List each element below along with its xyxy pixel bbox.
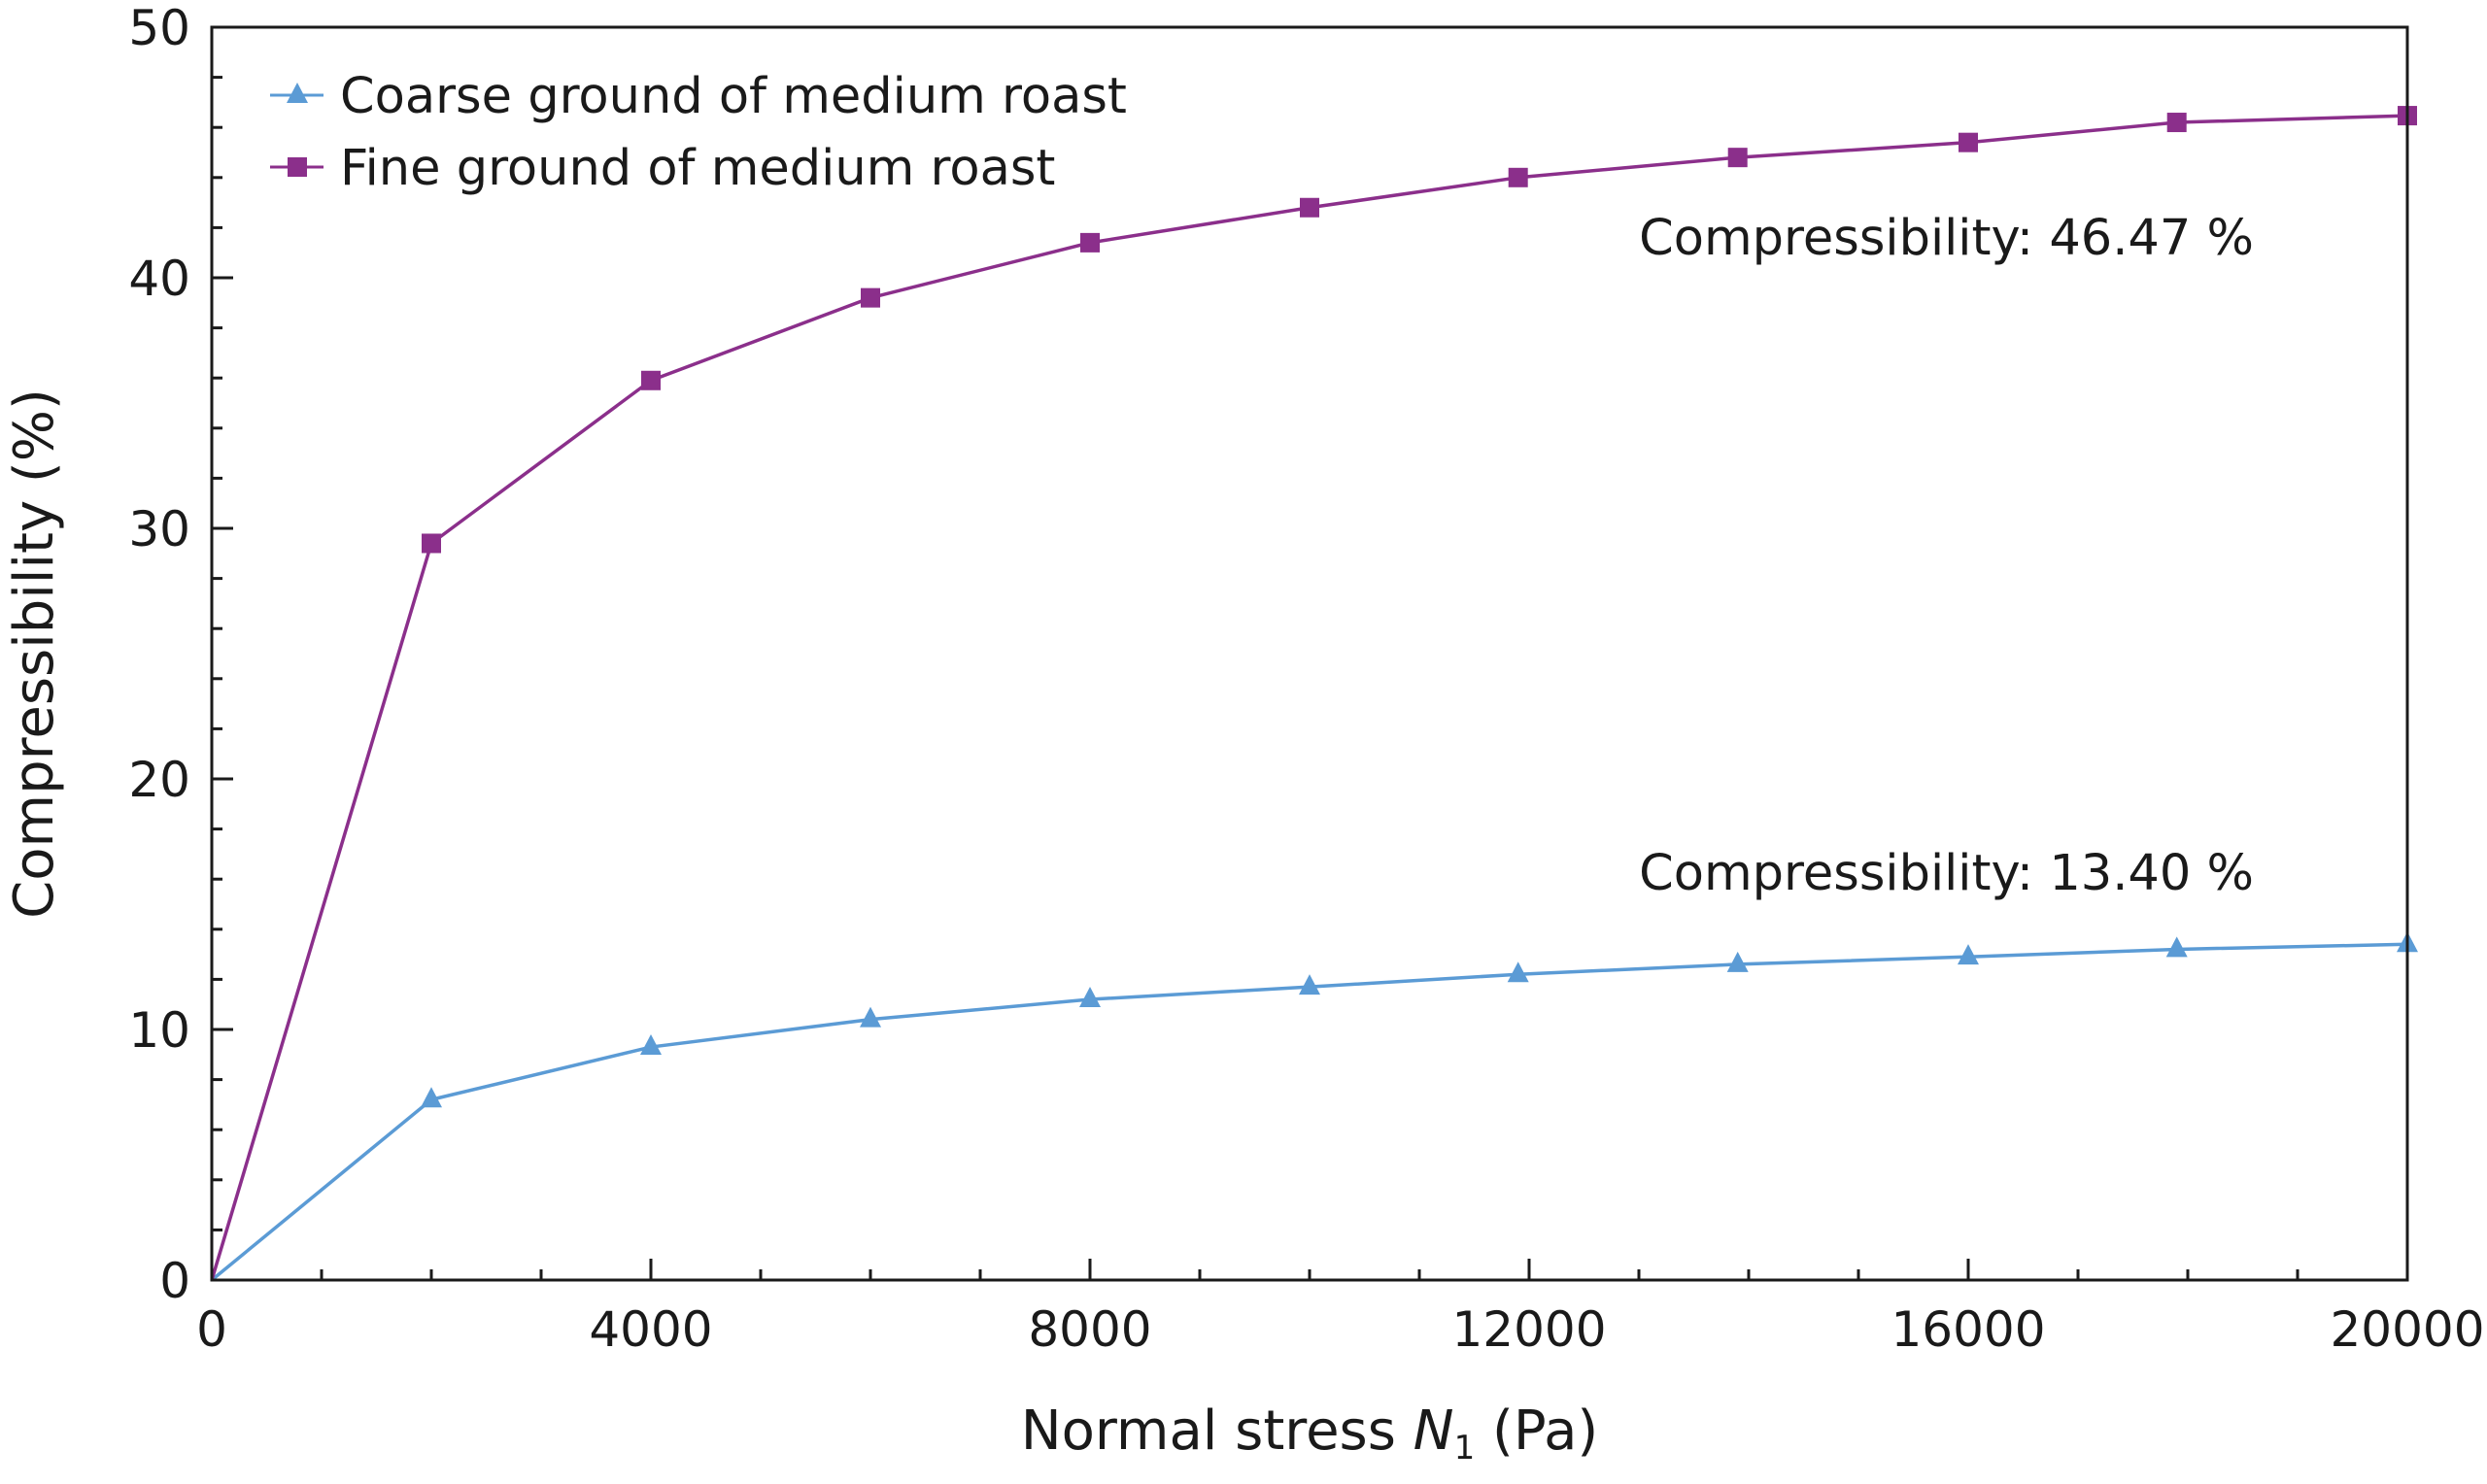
- data-point-coarse: [421, 1087, 442, 1108]
- data-point-coarse: [1079, 987, 1101, 1008]
- x-tick-label: 8000: [1028, 1301, 1151, 1358]
- y-tick-label: 50: [128, 0, 190, 56]
- y-tick-label: 30: [128, 501, 190, 557]
- series-line-coarse: [210, 942, 2408, 1282]
- data-point-fine: [641, 370, 661, 390]
- data-point-fine: [1300, 197, 1319, 218]
- x-tick-label: 4000: [589, 1301, 712, 1358]
- x-axis-title: Normal stress N1 (Pa): [1021, 1400, 1599, 1467]
- data-point-fine: [1959, 132, 1978, 152]
- y-tick-label: 40: [128, 251, 190, 307]
- legend-label-coarse: Coarse ground of medium roast: [340, 68, 1127, 125]
- series-markers: [421, 106, 2418, 1108]
- data-point-fine: [861, 287, 880, 308]
- annotation-fine-compressibility: Compressibility: 46.47 %: [1639, 210, 2254, 267]
- data-point-coarse: [1507, 961, 1529, 983]
- y-tick-label: 0: [159, 1253, 190, 1309]
- data-point-fine: [422, 533, 441, 554]
- series-line-fine: [210, 114, 2408, 1281]
- annotation-coarse-compressibility: Compressibility: 13.40 %: [1639, 845, 2254, 902]
- y-tick-label: 10: [128, 1002, 190, 1059]
- x-tick-label: 12000: [1451, 1301, 1606, 1358]
- legend-marker-triangle-icon: [287, 83, 308, 103]
- data-point-coarse: [860, 1006, 881, 1028]
- data-point-coarse: [1726, 951, 1749, 972]
- data-point-fine: [1080, 232, 1100, 253]
- data-point-fine: [1727, 148, 1748, 168]
- x-tick-label: 20000: [2330, 1301, 2484, 1358]
- y-tick-label: 20: [128, 752, 190, 808]
- legend-label-fine: Fine ground of medium roast: [340, 140, 1055, 197]
- plot-frame: [210, 25, 2409, 1282]
- x-tick-label: 16000: [1891, 1301, 2045, 1358]
- legend-marker-square-icon: [288, 157, 307, 177]
- tick-labels: 0 4000 8000 12000 16000 20000 0 10 20 30 40 50: [128, 0, 2484, 1358]
- data-point-fine: [2166, 113, 2187, 133]
- x-tick-label: 0: [196, 1301, 227, 1358]
- x-axis-title-symbol: N: [1414, 1400, 1454, 1463]
- x-axis-title-subscript: 1: [1454, 1429, 1476, 1467]
- data-point-fine: [1508, 167, 1528, 187]
- series-lines: [210, 114, 2408, 1282]
- x-axis-title-suffix: (Pa): [1475, 1400, 1598, 1463]
- x-axis-title-prefix: Normal stress: [1021, 1400, 1414, 1463]
- legend: Coarse ground of medium roast Fine groun…: [270, 68, 1127, 197]
- y-axis-title: Compressibility (%): [3, 388, 66, 919]
- data-point-coarse: [2165, 936, 2188, 958]
- data-point-coarse: [1958, 944, 1979, 965]
- minor-ticks: [212, 76, 2300, 1280]
- data-point-coarse: [640, 1034, 662, 1056]
- data-point-coarse: [1299, 974, 1320, 995]
